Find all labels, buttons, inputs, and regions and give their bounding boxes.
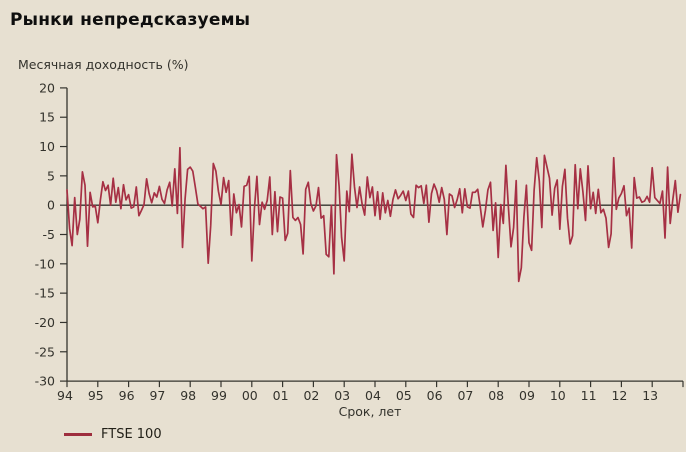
x-tick-label: 09 [519, 388, 535, 403]
x-tick-label: 01 [273, 388, 289, 403]
page-title: Рынки непредсказуемы [10, 10, 251, 30]
y-tick-label: 15 [39, 110, 55, 125]
y-tick-label: 10 [39, 139, 55, 154]
chart-axes [66, 87, 683, 382]
x-tick-label: 03 [334, 388, 350, 403]
x-tick-label: 00 [242, 388, 258, 403]
y-tick-label: -20 [35, 315, 55, 330]
chart-ticks [60, 87, 684, 388]
y-tick-label: 0 [47, 198, 55, 213]
x-tick-label: 11 [581, 388, 597, 403]
y-tick-label: 20 [39, 80, 55, 95]
y-axis-title: Месячная доходность (%) [18, 57, 189, 72]
y-tick-label: -5 [43, 227, 55, 242]
y-tick-label: -10 [35, 256, 55, 271]
x-tick-label: 05 [396, 388, 412, 403]
x-tick-label: 95 [88, 388, 104, 403]
x-tick-label: 02 [303, 388, 319, 403]
x-axis-title: Срок, лет [338, 404, 402, 419]
y-tick-label: -15 [35, 286, 55, 301]
x-tick-label: 99 [211, 388, 227, 403]
legend-line-swatch [64, 433, 92, 436]
y-tick-label: -30 [35, 374, 55, 389]
x-tick-label: 10 [550, 388, 566, 403]
x-tick-label: 08 [488, 388, 504, 403]
legend: FTSE 100 [64, 427, 162, 442]
x-tick-label: 94 [57, 388, 73, 403]
y-tick-label: -25 [35, 344, 55, 359]
x-tick-label: 96 [119, 388, 135, 403]
ftse-100-line [66, 146, 682, 283]
x-tick-label: 04 [365, 388, 381, 403]
legend-label: FTSE 100 [101, 427, 162, 442]
x-tick-label: 98 [180, 388, 196, 403]
x-tick-label: 12 [611, 388, 627, 403]
x-tick-label: 97 [149, 388, 165, 403]
x-tick-label: 13 [642, 388, 658, 403]
x-tick-label: 07 [457, 388, 473, 403]
x-tick-label: 06 [427, 388, 443, 403]
y-tick-label: 5 [47, 168, 55, 183]
